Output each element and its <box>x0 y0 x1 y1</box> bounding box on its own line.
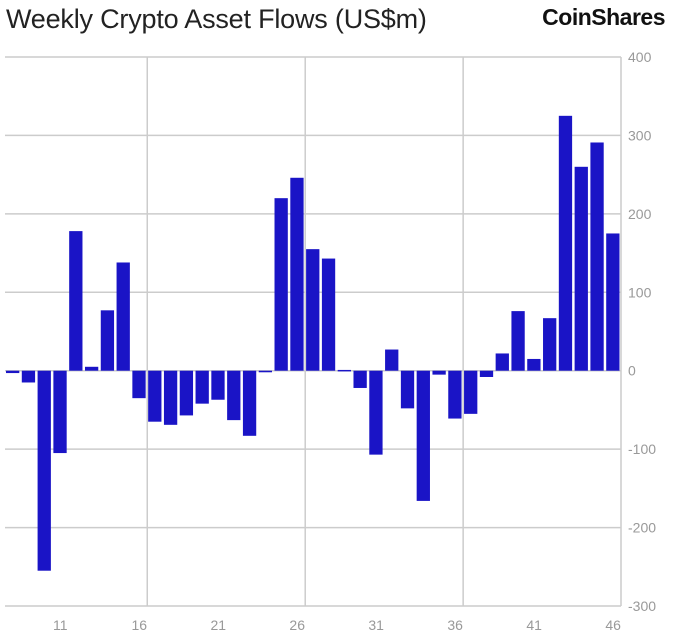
y-tick-label: -100 <box>628 441 656 457</box>
y-tick-label: 0 <box>628 363 636 379</box>
x-tick-label: 21 <box>210 617 226 633</box>
x-tick-label: 36 <box>447 617 463 633</box>
bar-week-40 <box>511 311 525 371</box>
bar-week-21 <box>211 370 225 400</box>
y-tick-label: 100 <box>628 284 652 300</box>
bar-week-13 <box>84 366 99 371</box>
bar-week-9 <box>21 370 36 383</box>
y-tick-label: 300 <box>628 127 652 143</box>
bar-week-8 <box>6 370 20 374</box>
bar-week-24 <box>258 370 273 373</box>
bar-week-38 <box>479 370 494 377</box>
bar-week-31 <box>369 370 383 455</box>
bar-week-34 <box>416 370 430 501</box>
bar-week-23 <box>242 370 257 436</box>
bar-week-41 <box>527 358 541 371</box>
coinshares-logo: CoinShares <box>542 4 665 30</box>
bar-week-14 <box>100 310 115 371</box>
bar-week-11 <box>53 370 67 454</box>
chart-title: Weekly Crypto Asset Flows (US$m) <box>6 4 427 34</box>
bar-week-30 <box>353 370 367 388</box>
bar-week-35 <box>432 370 446 375</box>
bar-week-18 <box>163 370 178 425</box>
bar-week-46 <box>606 233 620 371</box>
bar-week-10 <box>37 370 51 571</box>
bar-week-16 <box>132 370 146 399</box>
x-tick-label: 16 <box>131 617 147 633</box>
bar-week-37 <box>464 370 478 414</box>
bar-week-29 <box>337 369 351 372</box>
x-tick-label: 11 <box>53 617 68 633</box>
bar-week-12 <box>69 231 83 371</box>
bar-week-26 <box>290 177 304 371</box>
x-tick-label: 31 <box>368 617 384 633</box>
x-tick-label: 41 <box>526 617 542 633</box>
bar-week-27 <box>306 249 320 371</box>
bar-week-17 <box>148 370 162 422</box>
bar-week-28 <box>321 258 336 371</box>
bar-week-25 <box>274 198 288 371</box>
bar-week-42 <box>543 318 557 371</box>
bar-week-15 <box>116 262 130 371</box>
bar-week-19 <box>179 370 194 416</box>
bar-week-45 <box>590 142 604 371</box>
y-tick-label: 400 <box>628 49 652 65</box>
bar-week-32 <box>385 349 399 371</box>
bar-week-20 <box>195 370 209 404</box>
y-tick-label: -200 <box>628 520 656 536</box>
bar-week-44 <box>574 166 588 371</box>
y-tick-label: -300 <box>628 598 656 614</box>
x-tick-label: 26 <box>289 617 305 633</box>
bar-week-43 <box>558 115 573 371</box>
x-tick-label: 46 <box>605 617 621 633</box>
bar-week-33 <box>400 370 415 409</box>
bar-week-39 <box>495 353 509 371</box>
bar-week-36 <box>448 370 462 419</box>
bar-week-22 <box>227 370 241 421</box>
y-tick-label: 200 <box>628 206 652 222</box>
